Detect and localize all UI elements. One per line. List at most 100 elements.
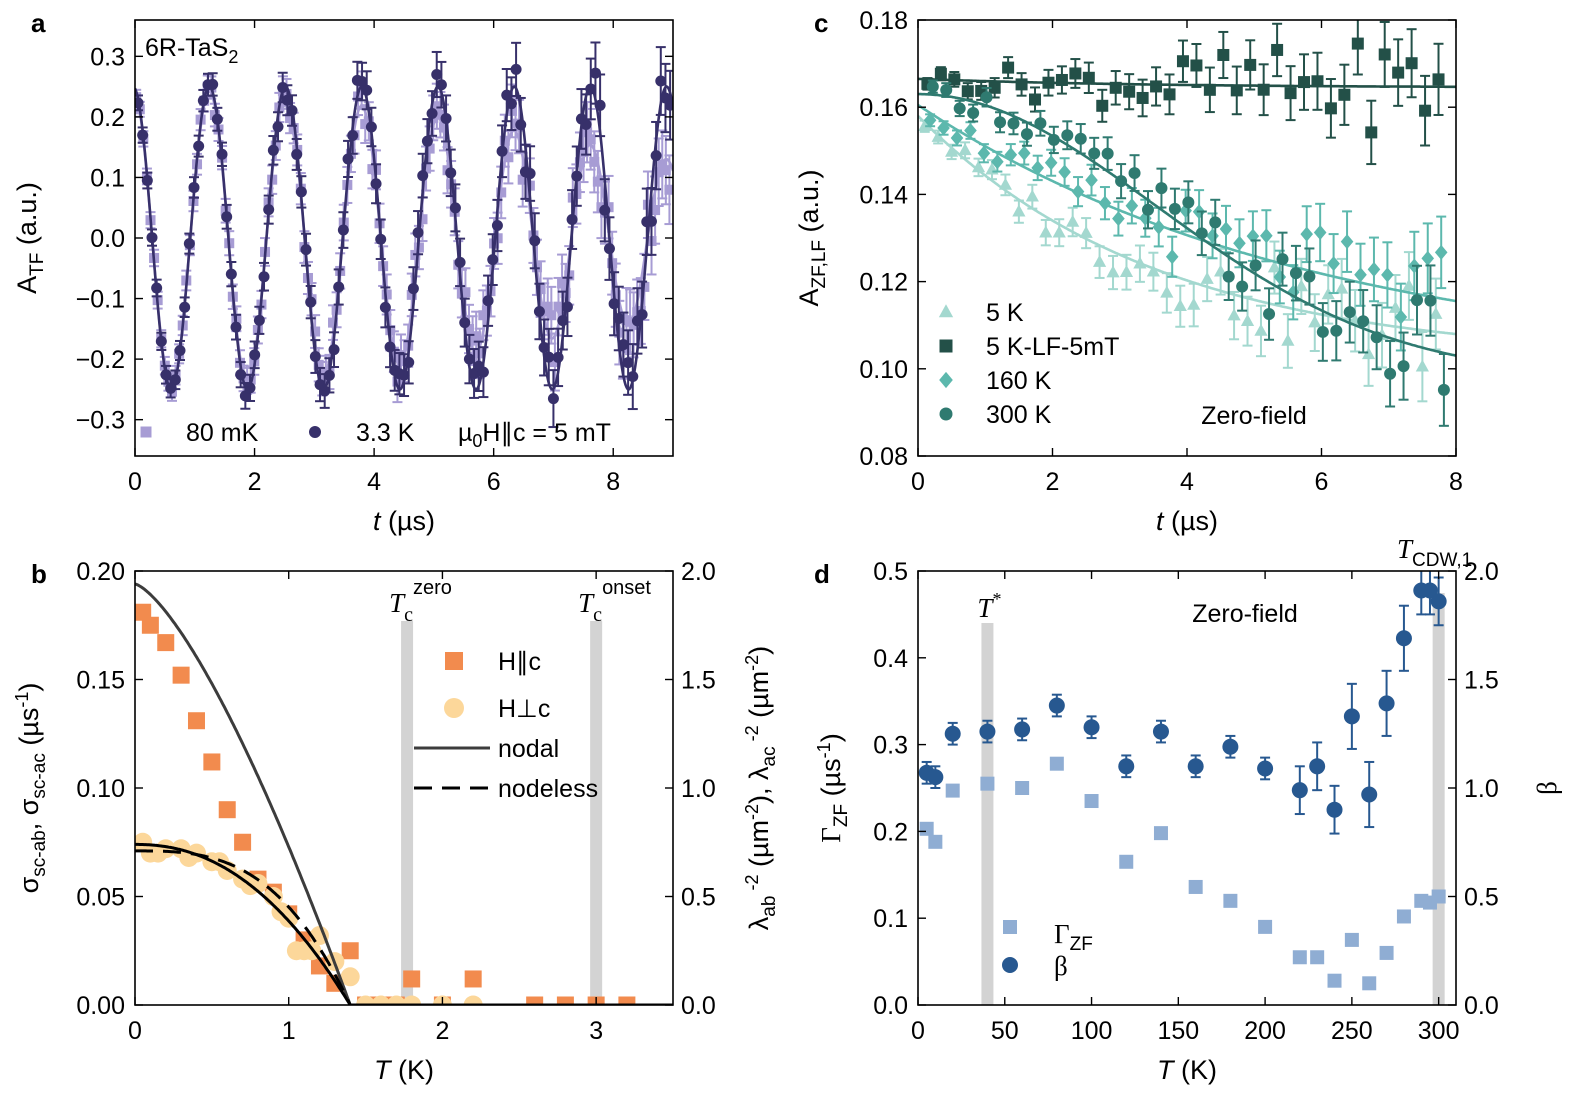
plot-area-b	[135, 582, 673, 1005]
data-point	[526, 996, 544, 1005]
y2-tick-label: 1.0	[681, 775, 716, 803]
data-point	[1303, 270, 1316, 283]
data-point	[592, 176, 603, 187]
data-point	[503, 152, 514, 163]
data-point	[1240, 313, 1255, 326]
data-point	[1361, 347, 1376, 360]
data-point	[961, 85, 974, 98]
data-point	[1236, 280, 1249, 293]
legend-marker	[939, 371, 953, 389]
data-point	[1338, 88, 1351, 101]
panel-label: c	[814, 8, 828, 38]
data-point	[574, 157, 585, 168]
vline-label-TCDW: TCDW,1	[1397, 534, 1472, 571]
y-tick-label: 0.16	[859, 94, 908, 122]
vband	[981, 623, 994, 1005]
x-tick-label: 8	[1449, 468, 1463, 496]
data-point	[285, 113, 296, 124]
data-point	[988, 81, 1001, 94]
data-point	[1168, 202, 1181, 215]
legend-marker	[939, 339, 953, 353]
data-point	[482, 295, 494, 307]
x-tick-label: 1	[282, 1017, 296, 1045]
y-tick-label: 0.5	[873, 558, 908, 586]
data-point	[1351, 37, 1364, 50]
y-axis-label-right: λab -2 (µm-2), λac -2 (µm-2)	[742, 646, 780, 930]
x-tick-label: 4	[367, 468, 381, 496]
y-tick-label: 0.05	[76, 884, 125, 912]
data-point-gamma	[980, 776, 995, 791]
data-point	[187, 712, 205, 730]
y-tick-label: 0.1	[90, 164, 125, 192]
vline-label: Tconset	[578, 577, 651, 626]
data-point	[474, 348, 485, 359]
data-point	[1276, 253, 1289, 266]
fit-line-nodal	[135, 582, 673, 1005]
data-point	[371, 995, 391, 1005]
data-point	[1321, 287, 1335, 300]
legend-label: H⊥c	[498, 695, 550, 723]
data-point	[1311, 75, 1324, 88]
vband	[1432, 593, 1445, 1005]
data-point	[1284, 87, 1297, 100]
data-point-gamma	[1258, 919, 1273, 934]
data-point	[1112, 211, 1125, 227]
data-point	[1343, 306, 1356, 319]
legend-label: 5 K-LF-5mT	[986, 333, 1119, 361]
data-point-gamma	[1396, 909, 1411, 924]
data-point-gamma	[1084, 794, 1099, 809]
legend-label-gamma: ΓZF	[1054, 919, 1093, 955]
data-point	[1327, 256, 1340, 272]
data-point	[1388, 300, 1403, 313]
data-point-beta	[1395, 630, 1412, 647]
data-point	[218, 801, 236, 819]
data-point	[585, 134, 596, 145]
data-point	[1088, 147, 1101, 160]
y2-tick-label: 1.5	[1464, 667, 1499, 695]
data-point-gamma	[1362, 976, 1377, 991]
x-tick-label: 2	[435, 1017, 449, 1045]
legend-marker-80mK	[140, 426, 152, 438]
y-tick-label: 0.2	[90, 104, 125, 132]
data-point	[1052, 225, 1066, 238]
x-tick-label: 0	[128, 468, 142, 496]
data-point	[328, 317, 339, 328]
data-point	[463, 995, 483, 1005]
data-point	[1092, 254, 1107, 267]
data-point	[239, 390, 251, 402]
y-tick-label: 0.10	[76, 775, 125, 803]
y-tick-label: 0.14	[859, 181, 908, 209]
data-point	[1074, 132, 1087, 145]
data-point	[589, 67, 601, 79]
y-tick-label: 0.00	[76, 992, 125, 1020]
fit-line-nodeless	[135, 849, 673, 1005]
y-tick-label: 0.10	[859, 356, 908, 384]
y-tick-label: 0.3	[90, 43, 125, 71]
zero-field-annotation: Zero-field	[1192, 600, 1298, 628]
y-tick-label: −0.1	[76, 286, 125, 314]
data-point	[1267, 260, 1282, 273]
data-point	[610, 290, 621, 301]
data-point	[1281, 333, 1295, 346]
data-point	[356, 995, 376, 1005]
data-point	[1432, 73, 1445, 86]
data-point	[1141, 203, 1154, 216]
data-point	[1308, 315, 1322, 328]
y2-tick-label: 0.0	[1464, 992, 1499, 1020]
data-point-gamma	[1119, 854, 1134, 869]
data-point-beta	[1291, 782, 1308, 799]
panel-a: 0 2 4 6 8 −0.3 −0.2 −0.1 0.0 0.1 0.2 0.3 t (µs) a 6R-T…	[12, 8, 674, 536]
data-point-beta	[1361, 786, 1378, 803]
data-point	[1146, 264, 1160, 277]
data-point	[1200, 271, 1214, 284]
data-point	[517, 174, 528, 185]
data-point	[234, 833, 252, 851]
x-axis-label: T (K)	[1157, 1055, 1217, 1085]
data-point	[431, 101, 442, 112]
y-axis-label: ATF (a.u.)	[12, 182, 48, 294]
data-point	[950, 130, 964, 146]
data-point	[1061, 129, 1074, 142]
data-point	[1249, 259, 1262, 272]
data-point	[310, 957, 328, 975]
data-point	[1136, 91, 1149, 104]
